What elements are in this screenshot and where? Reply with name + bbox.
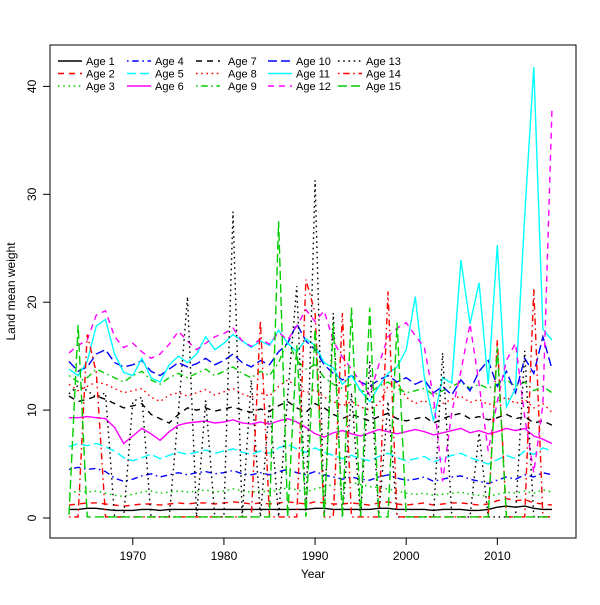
legend-entry-age-13: Age 13 bbox=[338, 56, 401, 68]
legend-label: Age 12 bbox=[296, 81, 331, 93]
x-tick-label: 1970 bbox=[119, 549, 146, 563]
y-tick-label: 0 bbox=[25, 514, 39, 521]
legend-label: Age 5 bbox=[155, 69, 184, 81]
legend-label: Age 13 bbox=[366, 56, 401, 68]
series-line-age-3 bbox=[68, 481, 553, 498]
y-tick-label: 20 bbox=[25, 295, 39, 309]
y-tick-label: 10 bbox=[25, 403, 39, 417]
legend-label: Age 6 bbox=[155, 81, 184, 93]
legend-entry-age-7: Age 7 bbox=[196, 56, 257, 68]
x-tick-label: 1990 bbox=[302, 549, 329, 563]
legend-entry-age-14: Age 14 bbox=[338, 69, 401, 81]
legend-label: Age 1 bbox=[86, 56, 115, 68]
legend-entry-age-6: Age 6 bbox=[127, 81, 184, 93]
series-line-age-1 bbox=[69, 505, 552, 512]
series-line-age-4 bbox=[68, 466, 553, 485]
legend-label: Age 11 bbox=[296, 69, 330, 81]
x-tick-label: 2000 bbox=[393, 549, 420, 563]
legend-entry-age-9: Age 9 bbox=[196, 81, 257, 93]
y-axis-title: Land mean weight bbox=[4, 242, 18, 341]
x-tick-label: 1980 bbox=[211, 549, 238, 563]
legend-entry-age-10: Age 10 bbox=[268, 56, 331, 68]
legend-label: Age 7 bbox=[228, 56, 257, 68]
legend-entry-age-4: Age 4 bbox=[127, 56, 184, 68]
legend-entry-age-3: Age 3 bbox=[58, 81, 115, 93]
legend-entry-age-1: Age 1 bbox=[58, 56, 115, 68]
legend-entry-age-12: Age 12 bbox=[268, 81, 331, 93]
series-line-age-12 bbox=[68, 107, 553, 482]
legend-label: Age 2 bbox=[86, 69, 115, 81]
x-axis-title: Year bbox=[301, 567, 325, 581]
legend-label: Age 3 bbox=[86, 81, 115, 93]
legend-label: Age 15 bbox=[366, 81, 401, 93]
legend-label: Age 9 bbox=[228, 81, 257, 93]
series-line-age-15 bbox=[68, 221, 552, 518]
legend-label: Age 4 bbox=[155, 56, 184, 68]
legend-entry-age-2: Age 2 bbox=[58, 69, 115, 81]
series-line-age-5 bbox=[68, 442, 553, 465]
legend-label: Age 14 bbox=[366, 69, 401, 81]
x-tick-label: 2010 bbox=[484, 549, 511, 563]
legend-label: Age 8 bbox=[228, 69, 257, 81]
plot-box bbox=[49, 44, 577, 539]
series-line-age-8 bbox=[68, 379, 553, 413]
series-line-age-10 bbox=[68, 322, 553, 397]
legend-entry-age-15: Age 15 bbox=[338, 81, 401, 93]
legend-entry-age-11: Age 11 bbox=[268, 69, 330, 81]
legend-entry-age-8: Age 8 bbox=[196, 69, 257, 81]
y-tick-label: 30 bbox=[25, 187, 39, 201]
series-line-age-7 bbox=[68, 395, 553, 426]
y-tick-label: 40 bbox=[25, 79, 39, 93]
series-line-age-13 bbox=[68, 180, 552, 518]
legend-label: Age 10 bbox=[296, 56, 331, 68]
legend-entry-age-5: Age 5 bbox=[127, 69, 184, 81]
